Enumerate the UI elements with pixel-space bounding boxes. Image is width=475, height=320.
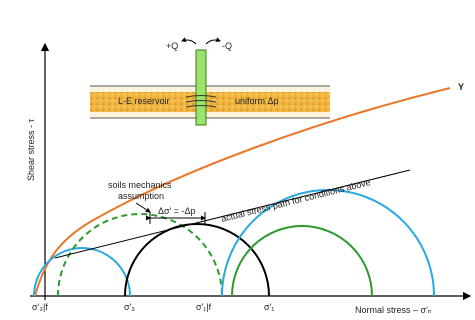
mohr-circle [33, 247, 131, 297]
x-label: σ'₃ [124, 302, 135, 312]
mohr-circle [231, 225, 373, 297]
envelope-label: Y [458, 82, 464, 92]
reservoir: +Q -Q L-E reservoir uniform Δp [90, 37, 330, 126]
x-label: σ'₃|f [32, 302, 48, 312]
soils-label: soils mechanics [108, 180, 172, 190]
well [195, 49, 207, 126]
reservoir-sand [90, 92, 330, 112]
stress-path [54, 169, 411, 259]
failure-envelope [34, 87, 451, 297]
x-axis-label: Normal stress – σ'ₙ [355, 305, 432, 315]
soils-label: assumption [118, 191, 164, 201]
outflow-arrow [205, 37, 221, 45]
y-axis-label: Shear stress - τ [26, 119, 36, 182]
inflow-label: +Q [166, 41, 178, 51]
stress-path-label: actual stress path for conditions above [220, 177, 371, 224]
perforations [185, 95, 217, 108]
mohr-circle [124, 223, 270, 297]
soils-arrow [135, 202, 151, 213]
outflow-label: -Q [222, 41, 232, 51]
reservoir-name: L-E reservoir [118, 96, 170, 106]
x-label: σ'₁|f [196, 302, 212, 312]
x-label: σ'₁ [264, 302, 274, 312]
delta-label: Δσ' = -Δp [158, 206, 196, 216]
inflow-arrow [181, 37, 197, 45]
reservoir-pressure: uniform Δp [235, 96, 279, 106]
